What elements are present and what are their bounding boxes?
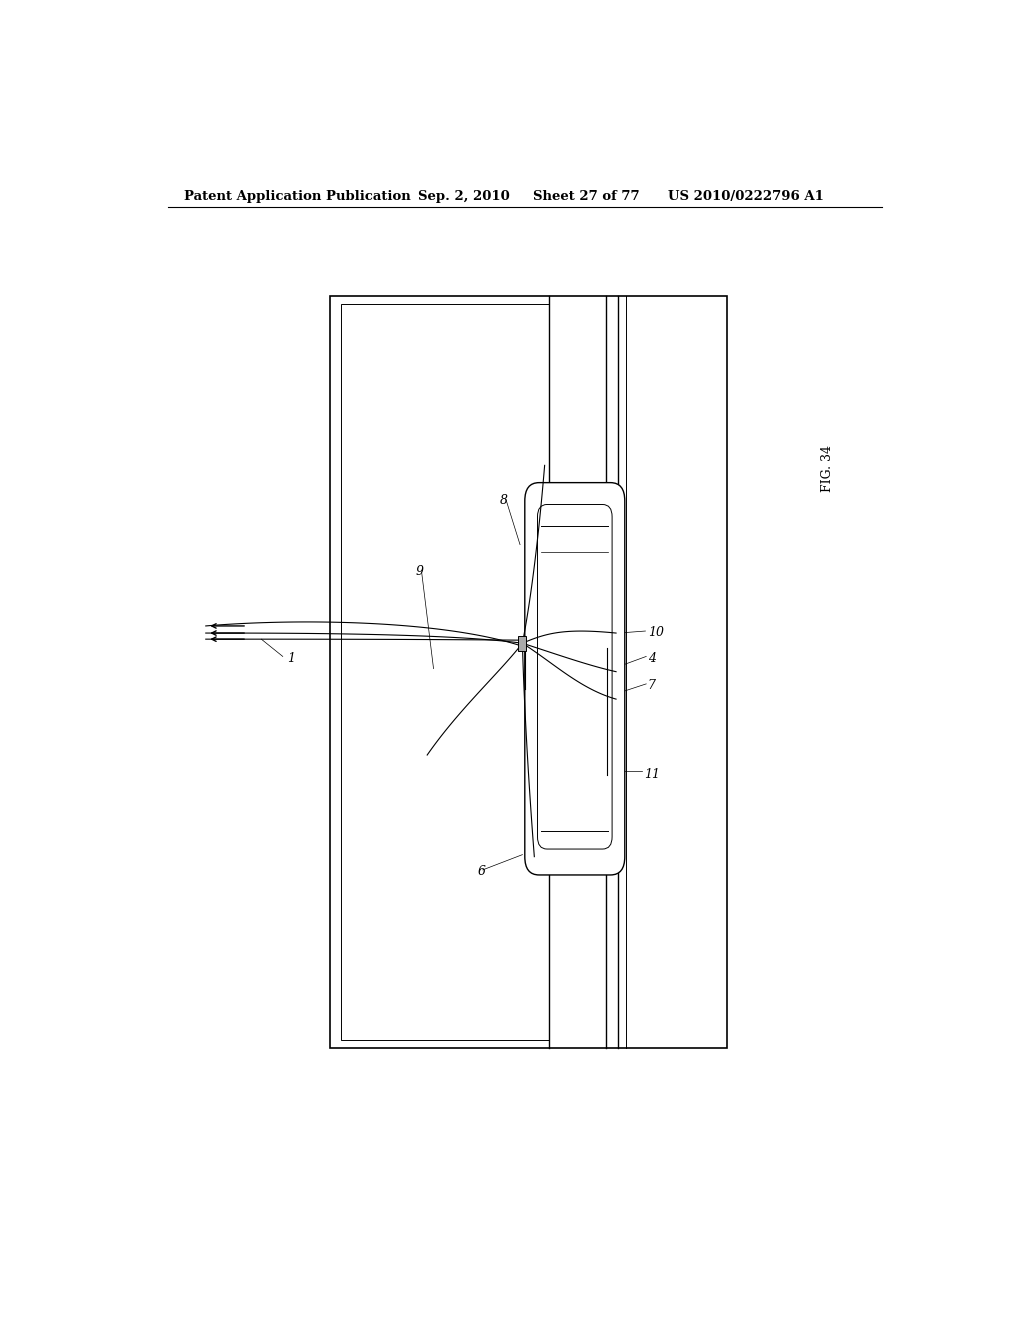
Text: Patent Application Publication: Patent Application Publication <box>183 190 411 202</box>
Bar <box>341 304 549 1040</box>
Text: 4: 4 <box>648 652 655 664</box>
Text: 7: 7 <box>648 678 655 692</box>
Text: Sep. 2, 2010: Sep. 2, 2010 <box>418 190 509 202</box>
Bar <box>518 636 526 651</box>
Text: Sheet 27 of 77: Sheet 27 of 77 <box>532 190 639 202</box>
Text: 8: 8 <box>500 494 508 507</box>
Bar <box>331 296 727 1048</box>
Text: 9: 9 <box>416 565 423 578</box>
Text: 6: 6 <box>477 865 485 878</box>
Text: FIG. 34: FIG. 34 <box>821 445 835 492</box>
FancyBboxPatch shape <box>538 504 612 849</box>
Text: 10: 10 <box>648 626 664 639</box>
Text: 11: 11 <box>644 768 659 781</box>
FancyBboxPatch shape <box>524 483 625 875</box>
Text: 1: 1 <box>287 652 295 664</box>
Text: US 2010/0222796 A1: US 2010/0222796 A1 <box>668 190 823 202</box>
